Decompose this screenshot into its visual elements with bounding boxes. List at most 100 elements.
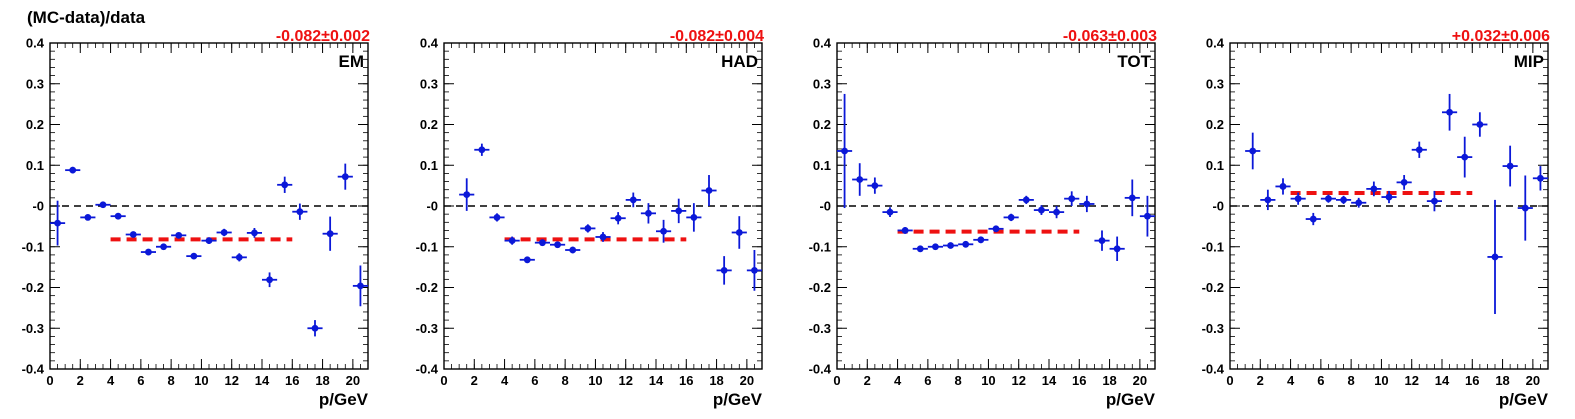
x-tick-label: 2 — [471, 373, 478, 388]
data-point — [1457, 136, 1473, 178]
point-marker — [1506, 162, 1514, 170]
y-tick-label: 0.3 — [26, 76, 44, 91]
point-marker — [220, 229, 228, 236]
point-marker — [1309, 215, 1317, 223]
x-tick-label: 4 — [501, 373, 509, 388]
data-point — [595, 232, 611, 242]
data-point — [307, 320, 323, 337]
x-tick-label: 12 — [1404, 373, 1418, 388]
x-tick-label: 12 — [618, 373, 632, 388]
y-tick-label: 0.2 — [1206, 117, 1224, 132]
data-point — [1351, 197, 1367, 208]
point-marker — [1279, 183, 1287, 190]
y-tick-label: 0.2 — [420, 117, 438, 132]
data-point — [1109, 236, 1125, 262]
y-tick-label: 0.1 — [26, 158, 44, 173]
point-marker — [871, 182, 879, 190]
data-point — [746, 250, 762, 291]
fit-result-label: -0.082±0.004 — [670, 28, 764, 45]
point-marker — [720, 266, 728, 274]
point-marker — [235, 253, 243, 261]
y-tick-label: -0.3 — [416, 321, 438, 336]
point-marker — [614, 214, 622, 222]
point-marker — [129, 231, 137, 238]
fit-result-label: -0.063±0.003 — [1063, 28, 1157, 45]
point-marker — [266, 276, 273, 284]
x-tick-label: 8 — [168, 373, 175, 388]
point-marker — [1461, 153, 1469, 161]
data-point — [580, 224, 596, 233]
y-tick-label: -0.2 — [22, 280, 44, 295]
y-tick-label: 0.3 — [420, 76, 438, 91]
x-tick-label: 6 — [1317, 373, 1324, 388]
point-marker — [645, 209, 652, 217]
point-marker — [1431, 197, 1438, 205]
data-point — [1018, 195, 1034, 204]
x-tick-label: 8 — [955, 373, 962, 388]
x-tick-label: 16 — [679, 373, 693, 388]
data-point — [201, 237, 217, 245]
point-marker — [1007, 214, 1015, 221]
data-point — [1245, 132, 1261, 170]
data-point — [519, 256, 535, 264]
data-point — [277, 176, 293, 193]
data-point — [897, 227, 913, 234]
point-marker — [856, 176, 864, 183]
data-point — [292, 203, 308, 220]
x-tick-label: 2 — [77, 373, 84, 388]
y-tick-label: -0.4 — [809, 362, 832, 377]
y-tick-label: -0 — [819, 199, 831, 214]
point-marker — [1340, 196, 1347, 204]
point-marker — [1537, 174, 1544, 182]
data-point — [1502, 145, 1518, 187]
x-axis-title: p/GeV — [713, 390, 763, 409]
y-tick-label: -0.4 — [22, 362, 45, 377]
point-marker — [508, 237, 516, 245]
data-point — [1049, 206, 1065, 219]
point-marker — [1053, 208, 1060, 216]
point-marker — [1325, 195, 1332, 203]
y-tick-label: 0.4 — [1206, 36, 1225, 51]
point-marker — [84, 214, 92, 221]
point-marker — [1128, 194, 1136, 202]
point-marker — [916, 245, 924, 253]
x-tick-label: 20 — [346, 373, 360, 388]
data-point — [1290, 192, 1306, 205]
x-tick-label: 20 — [1526, 373, 1540, 388]
point-marker — [99, 201, 107, 209]
point-marker — [175, 231, 183, 239]
panel-tot: -0.4 -0.3 -0.2 -0.1 -0 0.1 0.2 0.3 0.4 0 2 4 6 8 10 12 1… — [809, 28, 1158, 409]
point-marker — [1098, 237, 1106, 245]
data-point — [140, 248, 156, 256]
data-point — [1487, 199, 1503, 314]
data-point — [958, 240, 974, 248]
data-point — [837, 93, 853, 209]
point-marker — [584, 225, 592, 232]
point-marker — [326, 230, 334, 238]
data-point — [1305, 212, 1321, 226]
data-point — [1411, 141, 1427, 158]
data-point — [701, 175, 717, 206]
point-marker — [539, 239, 546, 247]
data-point — [671, 198, 687, 224]
data-point — [1366, 181, 1382, 197]
data-point — [1336, 195, 1352, 204]
x-tick-label: 8 — [1348, 373, 1355, 388]
data-point — [156, 243, 172, 251]
data-point — [1320, 194, 1336, 203]
y-tick-label: 0.1 — [420, 158, 438, 173]
point-marker — [901, 227, 909, 234]
data-point — [852, 163, 868, 196]
data-point — [337, 163, 353, 190]
data-point — [246, 228, 262, 238]
panel-mip: -0.4 -0.3 -0.2 -0.1 -0 0.1 0.2 0.3 0.4 0 2 4 6 8 10 12 1… — [1202, 28, 1551, 409]
data-point — [1517, 175, 1533, 241]
point-marker — [1144, 212, 1151, 220]
y-tick-label: 0.3 — [1206, 76, 1224, 91]
x-tick-label: 14 — [1042, 373, 1057, 388]
data-point — [973, 236, 989, 244]
x-tick-label: 16 — [1465, 373, 1479, 388]
x-tick-label: 18 — [315, 373, 329, 388]
x-axis-title: p/GeV — [1499, 390, 1549, 409]
